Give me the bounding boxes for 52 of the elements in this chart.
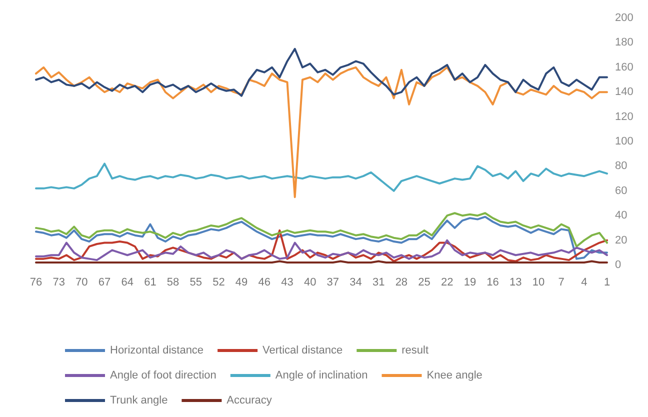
legend-label: result bbox=[402, 344, 429, 356]
x-tick-label: 37 bbox=[326, 276, 340, 288]
y-tick-label: 80 bbox=[615, 160, 628, 172]
line-series bbox=[35, 212, 608, 248]
legend-label: Accuracy bbox=[226, 394, 272, 406]
x-tick-label: 4 bbox=[581, 276, 588, 288]
y-tick-label: 20 bbox=[615, 234, 628, 246]
x-tick-label: 70 bbox=[76, 276, 88, 288]
y-tick-label: 40 bbox=[615, 210, 628, 222]
line-series bbox=[35, 239, 608, 262]
x-tick-label: 52 bbox=[212, 276, 225, 288]
x-tick-label: 73 bbox=[52, 276, 65, 288]
x-tick-label: 76 bbox=[30, 276, 42, 288]
x-tick-label: 10 bbox=[532, 276, 545, 288]
y-tick-label: 100 bbox=[615, 136, 634, 148]
x-tick-label: 19 bbox=[464, 276, 476, 288]
y-tick-label: 60 bbox=[615, 184, 628, 197]
legend-label: Knee angle bbox=[426, 370, 482, 382]
x-tick-label: 49 bbox=[235, 276, 248, 288]
line-series bbox=[35, 229, 608, 262]
x-tick-label: 43 bbox=[281, 276, 294, 288]
x-tick-label: 40 bbox=[304, 276, 316, 288]
x-tick-label: 64 bbox=[121, 276, 134, 288]
x-tick-label: 25 bbox=[418, 276, 430, 288]
legend-label: Angle of inclination bbox=[275, 370, 368, 382]
y-tick-label: 0 bbox=[615, 259, 622, 271]
x-tick-label: 7 bbox=[558, 276, 564, 288]
x-tick-label: 1 bbox=[604, 276, 610, 288]
x-tick-label: 22 bbox=[440, 276, 454, 288]
x-tick-label: 58 bbox=[166, 276, 180, 288]
y-tick-label: 200 bbox=[615, 12, 634, 24]
x-tick-label: 13 bbox=[510, 276, 522, 288]
line-series bbox=[35, 66, 608, 198]
y-tick-label: 180 bbox=[615, 36, 634, 49]
x-tick-label: 55 bbox=[190, 276, 202, 288]
y-tick-label: 120 bbox=[615, 110, 634, 123]
x-tick-label: 46 bbox=[258, 276, 271, 288]
legend-label: Vertical distance bbox=[262, 344, 343, 356]
y-tick-label: 140 bbox=[615, 86, 634, 98]
line-series bbox=[35, 162, 608, 192]
line-series bbox=[35, 216, 608, 260]
x-tick-label: 67 bbox=[98, 276, 111, 288]
x-tick-label: 34 bbox=[350, 276, 362, 288]
x-tick-label: 16 bbox=[486, 276, 499, 288]
legend-label: Horizontal distance bbox=[110, 344, 204, 356]
x-tick-label: 28 bbox=[395, 276, 408, 288]
x-tick-label: 31 bbox=[372, 276, 385, 288]
legend-label: Trunk angle bbox=[110, 394, 168, 406]
line-series bbox=[35, 48, 608, 97]
legend-label: Angle of foot direction bbox=[110, 370, 216, 382]
y-tick-label: 160 bbox=[615, 61, 634, 74]
x-tick-label: 61 bbox=[144, 276, 156, 288]
